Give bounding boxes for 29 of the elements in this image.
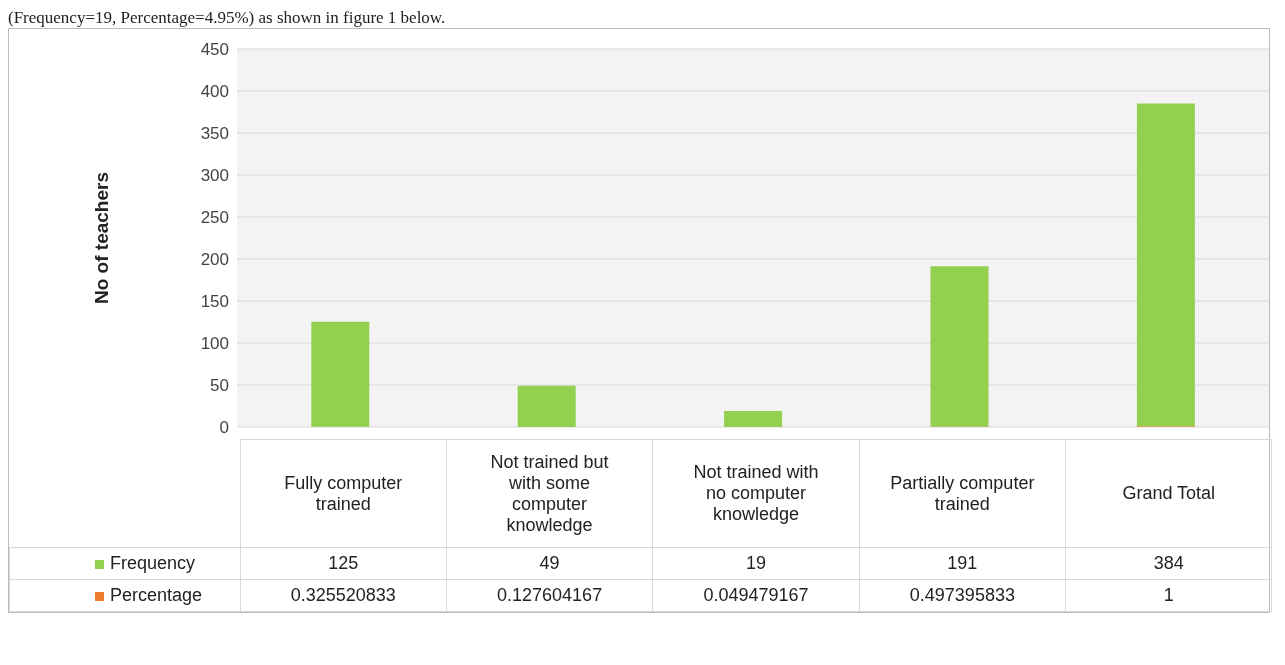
y-axis-title: No of teachers (90, 172, 112, 304)
data-label: 0.049479167 (652, 579, 860, 612)
data-label: 0.325520833 (240, 579, 447, 612)
data-label: 191 (859, 547, 1066, 580)
y-tick-label: 450 (200, 40, 229, 60)
x-tick-label: Not trained but with some computer knowledge (446, 439, 653, 548)
data-label: 0.497395833 (859, 579, 1066, 612)
x-tick-label: Partially computer trained (859, 439, 1066, 548)
legend-label: Frequency (9, 547, 240, 580)
x-tick-label: Fully computer trained (240, 439, 447, 548)
x-tick-label: Not trained with no computer knowledge (652, 439, 860, 548)
legend-label: Percentage (9, 579, 240, 612)
y-tick-label: 400 (200, 82, 229, 102)
text: (Frequency=19, Percentage=4.95%) as shown in figure 1 below. (8, 8, 447, 28)
y-tick-label: 0 (219, 418, 229, 438)
y-tick-label: 100 (200, 334, 229, 354)
data-label: 0.127604167 (446, 579, 653, 612)
y-tick-label: 300 (200, 166, 229, 186)
data-label: 125 (240, 547, 447, 580)
data-label: 384 (1065, 547, 1272, 580)
y-tick-label: 250 (200, 208, 229, 228)
x-tick-label: Grand Total (1065, 439, 1272, 548)
y-tick-label: 150 (200, 292, 229, 312)
y-tick-label: 200 (200, 250, 229, 270)
data-label: 49 (446, 547, 653, 580)
data-label: 1 (1065, 579, 1272, 612)
y-tick-label: 350 (200, 124, 229, 144)
y-tick-label: 50 (210, 376, 229, 396)
data-label: 19 (652, 547, 860, 580)
